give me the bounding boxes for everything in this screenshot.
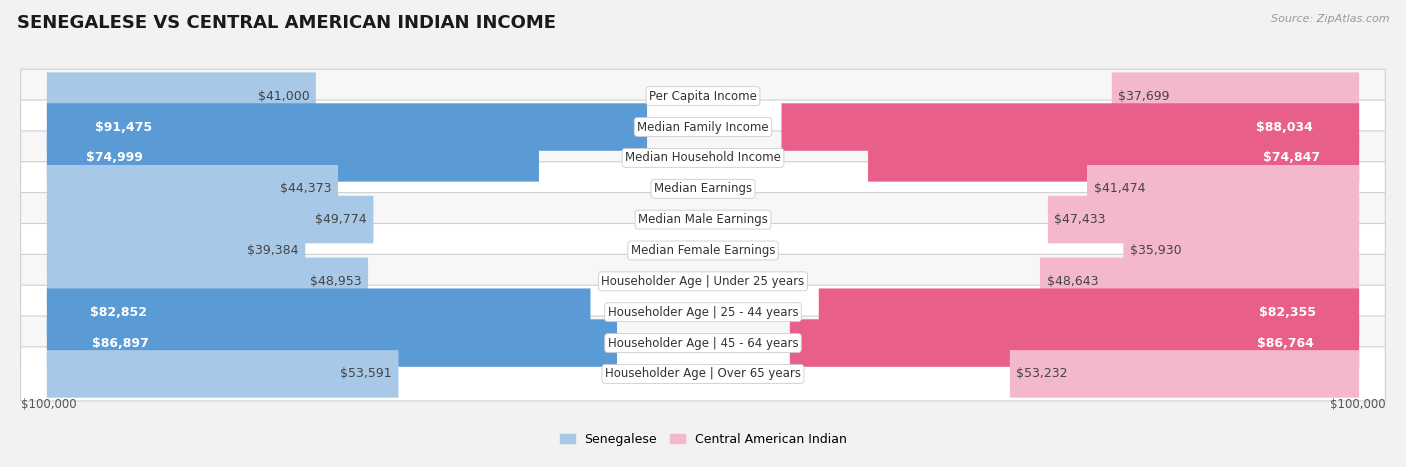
FancyBboxPatch shape [21,192,1385,247]
FancyBboxPatch shape [46,226,305,274]
FancyBboxPatch shape [1112,72,1360,120]
FancyBboxPatch shape [46,319,617,367]
Text: Median Household Income: Median Household Income [626,151,780,164]
Text: Householder Age | 25 - 44 years: Householder Age | 25 - 44 years [607,306,799,318]
Text: $74,999: $74,999 [86,151,143,164]
FancyBboxPatch shape [21,224,1385,277]
FancyBboxPatch shape [1123,226,1360,274]
Text: $48,643: $48,643 [1046,275,1098,288]
Text: $41,000: $41,000 [257,90,309,103]
FancyBboxPatch shape [1047,196,1360,243]
Text: $100,000: $100,000 [1330,398,1385,411]
Text: $48,953: $48,953 [309,275,361,288]
FancyBboxPatch shape [868,134,1360,182]
Text: Median Family Income: Median Family Income [637,120,769,134]
FancyBboxPatch shape [21,255,1385,308]
Text: SENEGALESE VS CENTRAL AMERICAN INDIAN INCOME: SENEGALESE VS CENTRAL AMERICAN INDIAN IN… [17,14,555,32]
Text: $35,930: $35,930 [1130,244,1181,257]
Text: Median Female Earnings: Median Female Earnings [631,244,775,257]
FancyBboxPatch shape [21,162,1385,216]
FancyBboxPatch shape [46,196,374,243]
Text: $82,355: $82,355 [1258,306,1316,318]
Legend: Senegalese, Central American Indian: Senegalese, Central American Indian [554,428,852,451]
FancyBboxPatch shape [46,165,337,212]
FancyBboxPatch shape [46,72,316,120]
Text: $49,774: $49,774 [315,213,367,226]
Text: $37,699: $37,699 [1118,90,1170,103]
Text: $91,475: $91,475 [94,120,152,134]
Text: Householder Age | 45 - 64 years: Householder Age | 45 - 64 years [607,337,799,350]
Text: $53,591: $53,591 [340,368,392,381]
Text: $100,000: $100,000 [21,398,76,411]
FancyBboxPatch shape [21,131,1385,185]
FancyBboxPatch shape [1087,165,1360,212]
Text: $86,897: $86,897 [93,337,149,350]
FancyBboxPatch shape [782,103,1360,151]
Text: $74,847: $74,847 [1263,151,1320,164]
FancyBboxPatch shape [1040,258,1360,305]
Text: Median Male Earnings: Median Male Earnings [638,213,768,226]
Text: $41,474: $41,474 [1094,182,1144,195]
FancyBboxPatch shape [21,69,1385,123]
FancyBboxPatch shape [46,134,538,182]
Text: Householder Age | Over 65 years: Householder Age | Over 65 years [605,368,801,381]
Text: $86,764: $86,764 [1257,337,1313,350]
FancyBboxPatch shape [1010,350,1360,398]
FancyBboxPatch shape [21,347,1385,401]
Text: $47,433: $47,433 [1054,213,1107,226]
FancyBboxPatch shape [21,285,1385,339]
FancyBboxPatch shape [46,258,368,305]
Text: $39,384: $39,384 [247,244,298,257]
Text: $44,373: $44,373 [280,182,332,195]
Text: Householder Age | Under 25 years: Householder Age | Under 25 years [602,275,804,288]
FancyBboxPatch shape [46,350,398,398]
FancyBboxPatch shape [790,319,1360,367]
FancyBboxPatch shape [46,103,647,151]
Text: $88,034: $88,034 [1256,120,1313,134]
FancyBboxPatch shape [818,289,1360,336]
FancyBboxPatch shape [21,316,1385,370]
Text: $53,232: $53,232 [1017,368,1069,381]
Text: Median Earnings: Median Earnings [654,182,752,195]
FancyBboxPatch shape [46,289,591,336]
FancyBboxPatch shape [21,100,1385,154]
Text: Source: ZipAtlas.com: Source: ZipAtlas.com [1271,14,1389,24]
Text: $82,852: $82,852 [90,306,148,318]
Text: Per Capita Income: Per Capita Income [650,90,756,103]
